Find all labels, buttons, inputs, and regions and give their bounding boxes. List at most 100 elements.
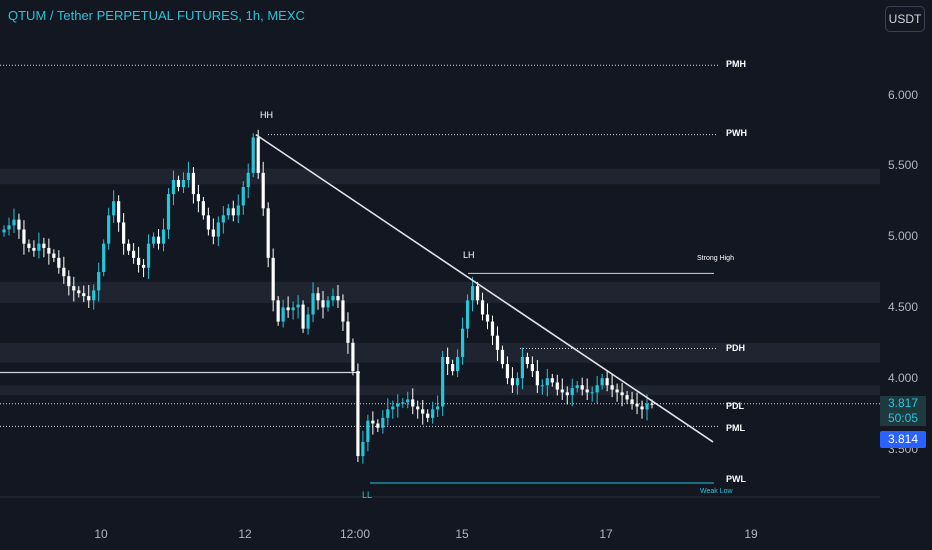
level-label-pwh: PWH — [726, 128, 747, 138]
candle-body — [166, 194, 171, 230]
candle-body — [276, 300, 280, 322]
candle-body — [336, 296, 340, 301]
candle-body — [176, 179, 181, 188]
candle-body — [102, 243, 106, 272]
candle-body — [341, 300, 345, 322]
candle-body — [156, 236, 161, 244]
candle-body — [72, 286, 76, 291]
candle-body — [625, 395, 629, 400]
candle-body — [77, 290, 81, 294]
candle-body — [615, 389, 619, 393]
candle-body — [141, 264, 146, 268]
candle-body — [525, 356, 529, 365]
level-label-pwl: PWL — [726, 474, 746, 484]
last-price-badge: 3.817 — [880, 396, 926, 411]
x-tick-label: 10 — [94, 527, 108, 541]
candle-body — [346, 321, 350, 343]
candle-body — [92, 290, 96, 301]
candle-body — [441, 356, 445, 407]
candle-body — [500, 349, 505, 365]
candle-body — [107, 215, 111, 244]
candle-body — [281, 307, 285, 322]
candle-body — [411, 399, 415, 407]
candle-body — [396, 403, 400, 407]
candle-body — [181, 179, 186, 188]
candle-body — [271, 257, 275, 301]
y-tick-label: 4.500 — [887, 300, 918, 314]
candle-body — [475, 286, 480, 301]
candle-body — [206, 215, 210, 230]
candle-body — [326, 300, 330, 308]
candle-body — [545, 378, 549, 386]
candle-body — [510, 378, 515, 386]
candle-body — [316, 293, 320, 301]
candle-body — [82, 293, 86, 297]
candle-body — [311, 293, 315, 315]
ll-label: LL — [362, 490, 373, 500]
candle-body — [456, 356, 460, 372]
candle-body — [191, 172, 196, 195]
candle-body — [57, 257, 61, 268]
candle-body — [515, 378, 520, 386]
candle-body — [421, 409, 425, 414]
candle-body — [196, 194, 200, 202]
candle-body — [97, 272, 101, 291]
candle-body — [431, 409, 435, 418]
candle-body — [635, 403, 639, 407]
candle-body — [426, 413, 430, 418]
candle-body — [371, 420, 375, 424]
candle-body — [32, 247, 36, 251]
candle-body — [171, 179, 176, 195]
candle-body — [485, 314, 490, 322]
candle-body — [650, 403, 654, 405]
y-tick-label: 5.000 — [887, 229, 918, 243]
zone-band — [0, 168, 880, 185]
candle-body — [640, 406, 644, 410]
candle-body — [520, 356, 524, 379]
candle-body — [630, 399, 634, 404]
candle-body — [62, 267, 66, 277]
candle-body — [27, 243, 31, 248]
candle-body — [580, 385, 584, 390]
candle-body — [87, 296, 91, 301]
candle-body — [127, 243, 131, 251]
candle-body — [261, 172, 265, 209]
hh-label: HH — [260, 110, 273, 120]
candle-body — [226, 208, 230, 216]
x-tick-label: 12:00 — [339, 527, 371, 541]
candle-body — [22, 229, 26, 244]
candle-body — [136, 257, 141, 265]
candle-body — [610, 385, 614, 390]
candle-body — [451, 364, 455, 372]
candle-body — [535, 371, 539, 386]
strong-high-label: Strong High — [697, 255, 734, 262]
candle-body — [381, 417, 385, 428]
candle-body — [2, 229, 6, 233]
candle-body — [291, 307, 295, 311]
candle-body — [42, 243, 46, 248]
candle-body — [406, 399, 410, 403]
candle-body — [296, 304, 300, 308]
candle-body — [321, 300, 325, 308]
level-label-pdh: PDH — [726, 343, 746, 353]
chart-title: QTUM / Tether PERPETUAL FUTURES, 1h, MEX… — [8, 8, 305, 23]
candle-body — [605, 378, 609, 386]
candle-body — [221, 215, 225, 223]
weak-low-label: Weak Low — [700, 488, 733, 495]
candle-body — [211, 229, 215, 237]
level-label-pmh: PMH — [726, 59, 746, 69]
x-tick-label: 17 — [599, 527, 613, 541]
zone-band — [0, 281, 880, 304]
candle-body — [470, 286, 475, 301]
candle-body — [645, 403, 649, 410]
x-tick-label: 19 — [744, 527, 758, 541]
candle-body — [246, 172, 250, 188]
currency-button[interactable]: USDT — [885, 6, 925, 32]
candle-body — [231, 208, 235, 216]
candle-body — [117, 201, 121, 223]
candle-body — [47, 247, 51, 254]
y-tick-label: 4.000 — [887, 371, 918, 385]
candle-body — [595, 385, 599, 393]
x-tick-label: 12 — [238, 527, 252, 541]
